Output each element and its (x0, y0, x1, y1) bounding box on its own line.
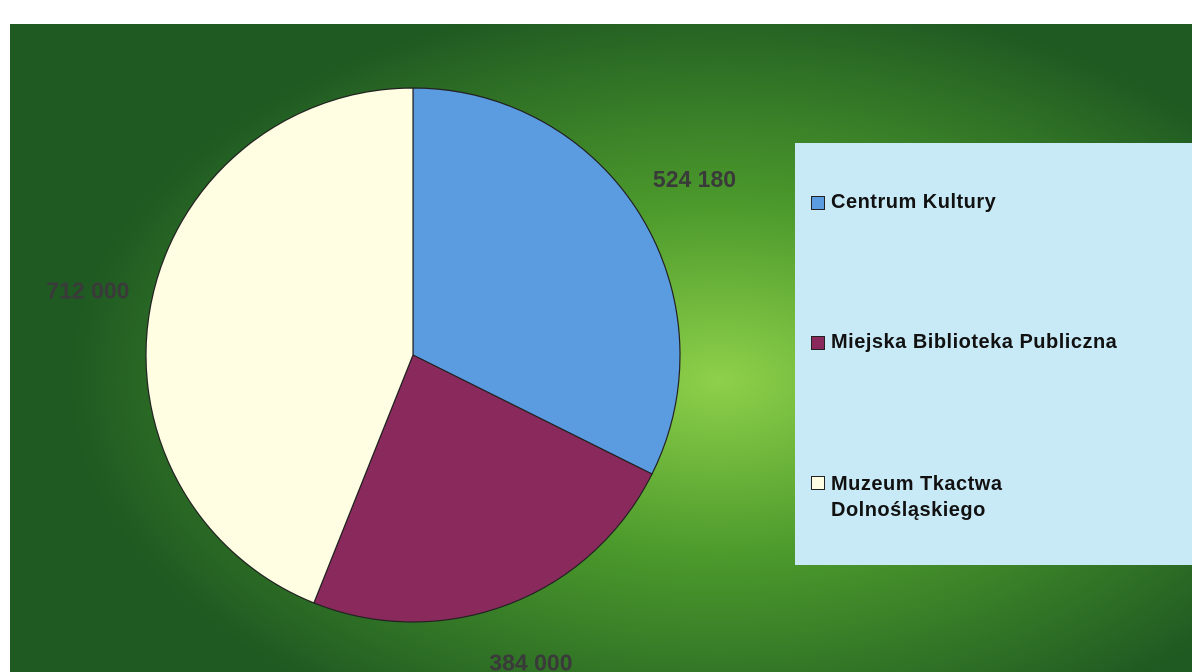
legend-label: Muzeum Tkactwa Dolnośląskiego (831, 473, 1003, 521)
data-label: 384 000 (489, 649, 572, 672)
pie-slice (313, 354, 653, 623)
legend-label: Miejska Biblioteka Publiczna (831, 331, 1118, 353)
legend-swatch (811, 476, 825, 490)
legend-swatch (811, 196, 825, 210)
legend: Centrum Kultury Miejska Biblioteka Public… (795, 143, 1192, 565)
legend-swatch (811, 336, 825, 350)
data-label: 712 000 (46, 277, 129, 303)
legend-item: Miejska Biblioteka Publiczna (811, 331, 1117, 354)
legend-label: Centrum Kultury (831, 191, 997, 213)
pie-slice (145, 87, 414, 604)
legend-item: Muzeum Tkactwa Dolnośląskiego (811, 471, 1031, 523)
data-label: 524 180 (653, 166, 736, 192)
pie-slice (412, 87, 681, 475)
legend-item: Centrum Kultury (811, 191, 996, 214)
